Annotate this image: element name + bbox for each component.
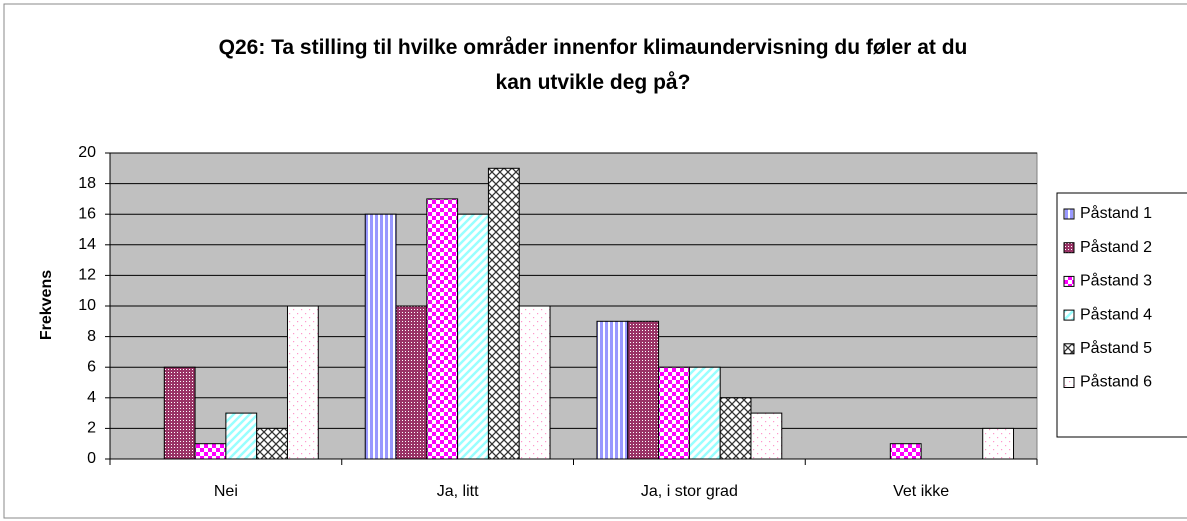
y-tick-label: 0 xyxy=(87,450,96,467)
bar xyxy=(426,198,459,460)
y-tick-label: 12 xyxy=(78,267,96,284)
bar xyxy=(194,443,227,460)
bar xyxy=(256,427,288,460)
bar xyxy=(889,443,922,460)
bar xyxy=(395,305,428,460)
y-tick-label: 20 xyxy=(78,144,96,161)
bar xyxy=(658,366,690,460)
y-tick-label: 18 xyxy=(78,175,96,192)
legend-label: Påstand 2 xyxy=(1080,238,1152,256)
bar xyxy=(982,427,1015,460)
y-tick-label: 6 xyxy=(87,358,96,375)
legend-swatch xyxy=(1063,208,1075,220)
legend-label: Påstand 4 xyxy=(1080,305,1152,323)
x-tick-label: Vet ikke xyxy=(893,483,949,500)
y-tick-label: 4 xyxy=(87,389,96,406)
chart-border xyxy=(3,3,1187,519)
legend-swatch xyxy=(1063,275,1075,287)
bar xyxy=(596,320,629,460)
bar xyxy=(518,305,551,460)
bar xyxy=(364,213,397,460)
bar xyxy=(163,366,196,460)
x-tick-label: Ja, litt xyxy=(437,483,479,500)
legend-label: Påstand 3 xyxy=(1080,272,1152,290)
bar xyxy=(457,213,489,460)
legend-label: Påstand 6 xyxy=(1080,373,1152,391)
bar xyxy=(719,397,752,460)
legend-box xyxy=(1056,192,1187,438)
legend-label: Påstand 1 xyxy=(1080,204,1152,222)
legend-swatch xyxy=(1063,309,1075,321)
chart-title: Q26: Ta stilling til hvilke områder inne… xyxy=(218,36,968,94)
y-axis-label: Frekvens xyxy=(38,270,55,340)
bar xyxy=(688,366,721,460)
y-tick-label: 2 xyxy=(87,420,96,437)
bar xyxy=(627,320,660,460)
legend-label: Påstand 5 xyxy=(1080,339,1152,357)
legend-swatch xyxy=(1063,343,1075,355)
bar xyxy=(225,412,258,460)
legend-swatch xyxy=(1063,242,1075,254)
y-tick-label: 8 xyxy=(87,328,96,345)
y-tick-label: 14 xyxy=(78,236,96,253)
bar xyxy=(750,412,783,460)
y-tick-label: 16 xyxy=(78,205,96,222)
x-tick-label: Nei xyxy=(214,483,238,500)
y-tick-label: 10 xyxy=(78,297,96,314)
bar xyxy=(286,305,319,460)
bar xyxy=(487,167,520,460)
legend-swatch xyxy=(1063,377,1075,388)
x-tick-label: Ja, i stor grad xyxy=(641,483,738,500)
